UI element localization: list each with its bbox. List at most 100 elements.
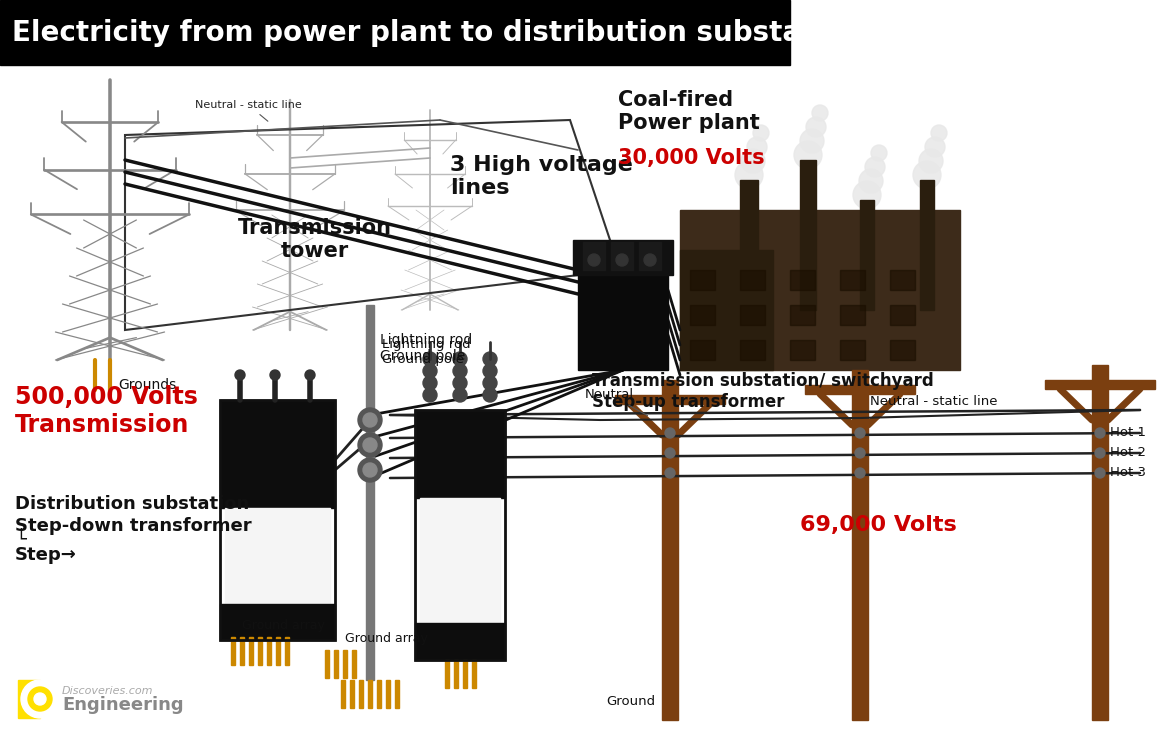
Bar bbox=[472, 660, 476, 688]
Text: Transmission substation/ switchyard
Step-up transformer: Transmission substation/ switchyard Step… bbox=[592, 372, 934, 411]
Circle shape bbox=[747, 137, 767, 157]
Circle shape bbox=[363, 463, 377, 477]
Text: Neutral - static line: Neutral - static line bbox=[195, 100, 302, 121]
Circle shape bbox=[235, 370, 245, 380]
Bar bbox=[325, 650, 329, 678]
Bar bbox=[639, 242, 661, 270]
Bar bbox=[386, 680, 390, 708]
Circle shape bbox=[1095, 448, 1105, 458]
Bar bbox=[415, 410, 505, 498]
Bar bbox=[611, 242, 633, 270]
Bar bbox=[220, 400, 335, 508]
Circle shape bbox=[855, 428, 865, 438]
Circle shape bbox=[363, 438, 377, 452]
Circle shape bbox=[793, 141, 822, 169]
Text: 30,000 Volts: 30,000 Volts bbox=[618, 148, 764, 168]
Bar bbox=[890, 270, 915, 290]
Text: 3 High voltage
lines: 3 High voltage lines bbox=[450, 155, 633, 198]
Circle shape bbox=[358, 458, 382, 482]
Bar bbox=[240, 637, 244, 665]
Bar bbox=[341, 680, 345, 708]
Bar bbox=[420, 498, 500, 622]
Bar bbox=[415, 622, 505, 660]
Bar bbox=[740, 305, 764, 325]
Circle shape bbox=[28, 687, 52, 711]
Bar bbox=[573, 240, 673, 275]
Bar bbox=[358, 680, 363, 708]
Text: Ground: Ground bbox=[606, 695, 655, 708]
Circle shape bbox=[358, 408, 382, 432]
Circle shape bbox=[588, 254, 600, 266]
Text: Electricity from power plant to distribution substation: Electricity from power plant to distribu… bbox=[12, 19, 863, 47]
Circle shape bbox=[644, 254, 657, 266]
Bar bbox=[334, 650, 338, 678]
Circle shape bbox=[753, 125, 769, 141]
Bar bbox=[1045, 380, 1155, 389]
Bar bbox=[680, 210, 960, 370]
Circle shape bbox=[931, 125, 947, 141]
Bar bbox=[800, 160, 815, 310]
Bar bbox=[367, 305, 374, 680]
Text: Step→: Step→ bbox=[15, 546, 77, 564]
Circle shape bbox=[812, 105, 828, 121]
Bar bbox=[920, 180, 934, 310]
Circle shape bbox=[21, 680, 59, 718]
Bar bbox=[860, 200, 873, 310]
Bar bbox=[0, 0, 790, 65]
Circle shape bbox=[853, 181, 880, 209]
Bar bbox=[790, 305, 815, 325]
Circle shape bbox=[423, 352, 437, 366]
Text: Lightning rod
Ground pole: Lightning rod Ground pole bbox=[382, 338, 471, 366]
Circle shape bbox=[919, 149, 943, 173]
Circle shape bbox=[860, 169, 883, 193]
Bar bbox=[225, 508, 329, 604]
Text: Grounds: Grounds bbox=[118, 378, 176, 392]
Bar bbox=[258, 637, 262, 665]
Bar bbox=[285, 637, 289, 665]
Text: └: └ bbox=[15, 531, 26, 549]
Bar bbox=[454, 660, 458, 688]
Circle shape bbox=[855, 448, 865, 458]
Circle shape bbox=[483, 352, 496, 366]
Bar bbox=[578, 270, 668, 370]
Bar bbox=[662, 380, 677, 720]
Circle shape bbox=[454, 352, 467, 366]
Bar bbox=[463, 660, 467, 688]
Bar bbox=[740, 270, 764, 290]
Bar bbox=[220, 604, 335, 640]
Bar bbox=[19, 680, 39, 718]
Text: Neutral - static line: Neutral - static line bbox=[870, 395, 998, 408]
Bar bbox=[583, 242, 606, 270]
Text: 69,000 Volts: 69,000 Volts bbox=[800, 515, 957, 535]
Circle shape bbox=[454, 376, 467, 390]
Text: 500,000 Volts
Transmission: 500,000 Volts Transmission bbox=[15, 385, 198, 437]
Bar bbox=[840, 305, 865, 325]
Circle shape bbox=[806, 117, 826, 137]
Text: Distribution substation
Step-down transformer: Distribution substation Step-down transf… bbox=[15, 495, 252, 535]
Circle shape bbox=[305, 370, 316, 380]
Circle shape bbox=[800, 129, 824, 153]
Circle shape bbox=[358, 433, 382, 457]
Circle shape bbox=[483, 376, 496, 390]
Circle shape bbox=[741, 149, 764, 173]
Text: Engineering: Engineering bbox=[61, 696, 183, 714]
Bar bbox=[680, 250, 773, 370]
Bar bbox=[1092, 365, 1108, 720]
Bar bbox=[276, 637, 280, 665]
Text: Ground array: Ground array bbox=[242, 619, 325, 632]
Circle shape bbox=[735, 161, 763, 189]
Bar bbox=[220, 400, 335, 640]
Circle shape bbox=[865, 157, 885, 177]
Circle shape bbox=[871, 145, 887, 161]
Bar bbox=[740, 340, 764, 360]
Circle shape bbox=[1095, 428, 1105, 438]
Text: Hot 3: Hot 3 bbox=[1110, 467, 1146, 479]
Circle shape bbox=[616, 254, 628, 266]
Bar bbox=[396, 680, 399, 708]
Bar bbox=[790, 340, 815, 360]
Bar bbox=[343, 650, 347, 678]
Circle shape bbox=[1095, 468, 1105, 478]
Bar bbox=[690, 340, 715, 360]
Circle shape bbox=[665, 468, 675, 478]
Circle shape bbox=[913, 161, 941, 189]
